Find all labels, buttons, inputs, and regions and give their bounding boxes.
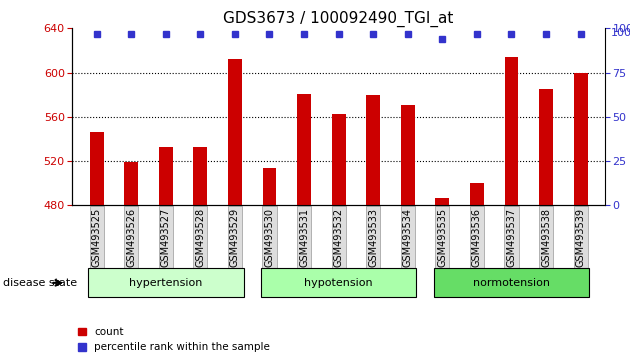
Bar — [401, 105, 415, 205]
Text: normotension: normotension — [473, 278, 550, 288]
Bar — [574, 73, 588, 205]
Text: hypertension: hypertension — [129, 278, 202, 288]
Bar — [539, 89, 553, 205]
Bar — [228, 59, 242, 205]
Bar — [263, 168, 277, 205]
Bar — [89, 132, 103, 205]
Bar — [435, 198, 449, 205]
Bar — [297, 93, 311, 205]
Legend: count, percentile rank within the sample: count, percentile rank within the sample — [77, 327, 270, 352]
Bar — [159, 147, 173, 205]
Bar — [470, 183, 484, 205]
Bar — [124, 162, 138, 205]
Bar — [505, 57, 518, 205]
Text: disease state: disease state — [3, 278, 77, 288]
Bar — [366, 95, 380, 205]
Bar — [193, 147, 207, 205]
Text: 100%: 100% — [610, 28, 630, 38]
Title: GDS3673 / 100092490_TGI_at: GDS3673 / 100092490_TGI_at — [224, 11, 454, 27]
Text: hypotension: hypotension — [304, 278, 373, 288]
Bar — [332, 114, 345, 205]
